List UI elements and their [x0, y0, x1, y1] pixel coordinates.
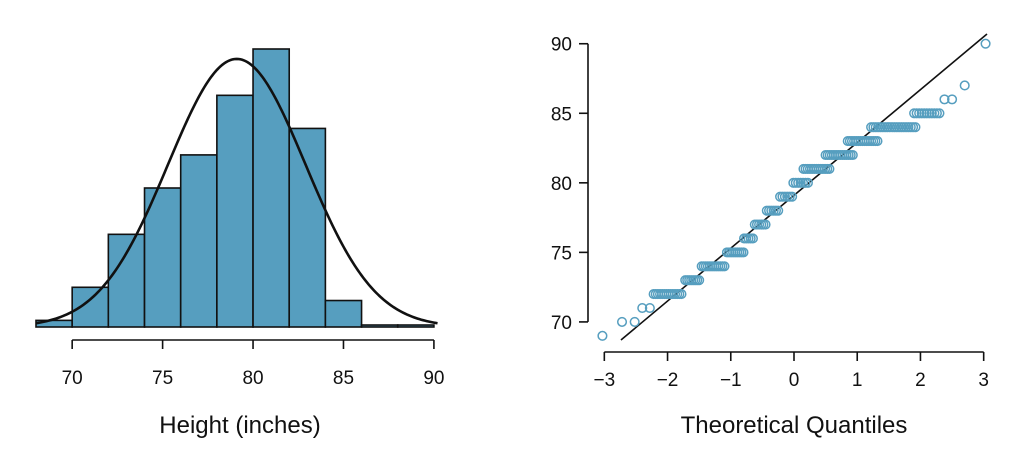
qq-x-tick-label: −3 — [593, 370, 615, 391]
qq-x-tick-label: −2 — [657, 370, 679, 391]
histogram-bars — [35, 48, 435, 328]
qq-point — [872, 136, 883, 147]
qq-point — [694, 275, 705, 286]
qq-point — [959, 80, 970, 91]
histogram-bar — [107, 233, 146, 328]
qq-point — [719, 261, 730, 272]
qq-x-tick-label: −1 — [720, 370, 742, 391]
qq-x-tick-label: 2 — [915, 370, 926, 391]
qq-y-tick-label: 90 — [551, 35, 572, 56]
qq-point — [637, 302, 648, 314]
histogram-x-axis-title: Height (inches) — [159, 412, 320, 439]
histogram-x-tick-label: 80 — [242, 368, 263, 389]
histogram-bar — [396, 324, 435, 328]
histogram-x-tick-label: 70 — [62, 368, 83, 389]
qq-point — [787, 191, 798, 202]
qq-x-axis-title: Theoretical Quantiles — [681, 412, 908, 439]
qq-point — [934, 108, 945, 119]
histogram-bar — [216, 94, 254, 328]
qq-point — [738, 247, 749, 258]
qq-y-tick-label: 80 — [551, 174, 572, 195]
histogram-bar — [360, 324, 399, 328]
qq-x-axis: −3 −2 −1 0 1 2 3 — [593, 351, 989, 391]
qq-point — [616, 316, 628, 327]
histogram-bar — [143, 187, 182, 328]
histogram-bar — [179, 154, 218, 328]
qq-x-tick-label: 0 — [789, 370, 800, 391]
qq-point — [939, 94, 950, 105]
qq-point — [629, 316, 640, 327]
qq-x-tick-label: 3 — [978, 370, 989, 391]
qq-point — [747, 233, 758, 244]
qq-point — [824, 163, 835, 174]
histogram-x-tick-label: 85 — [333, 368, 354, 389]
qq-y-tick-label: 85 — [551, 104, 572, 125]
histogram-x-tick-label: 90 — [423, 368, 444, 389]
qq-point — [597, 330, 608, 341]
qq-point — [847, 149, 858, 161]
qq-points — [597, 38, 991, 341]
qq-x-tick-label: 1 — [852, 370, 863, 391]
qq-point — [802, 177, 813, 188]
histogram-x-tick-label: 75 — [152, 368, 173, 389]
qq-point — [773, 205, 784, 216]
qq-point — [947, 94, 958, 105]
qq-point — [676, 289, 687, 300]
normal-density-curve — [35, 57, 438, 325]
histogram-bar — [288, 127, 327, 328]
qq-y-tick-label: 75 — [551, 243, 572, 264]
qq-point — [980, 38, 991, 49]
histogram-chart: 70 75 80 85 90 Height (inches) — [35, 48, 444, 439]
histogram-bar — [324, 299, 363, 328]
qq-point — [760, 219, 771, 230]
qq-y-tick-label: 70 — [551, 313, 572, 334]
qq-point — [910, 122, 921, 133]
qq-point — [644, 302, 655, 314]
qq-plot-chart: −3 −2 −1 0 1 2 3 70 75 80 85 90 Theoretical Quanti… — [551, 33, 991, 439]
histogram-x-axis: 70 75 80 85 90 — [62, 339, 444, 389]
qq-y-axis: 70 75 80 85 90 — [551, 35, 589, 334]
